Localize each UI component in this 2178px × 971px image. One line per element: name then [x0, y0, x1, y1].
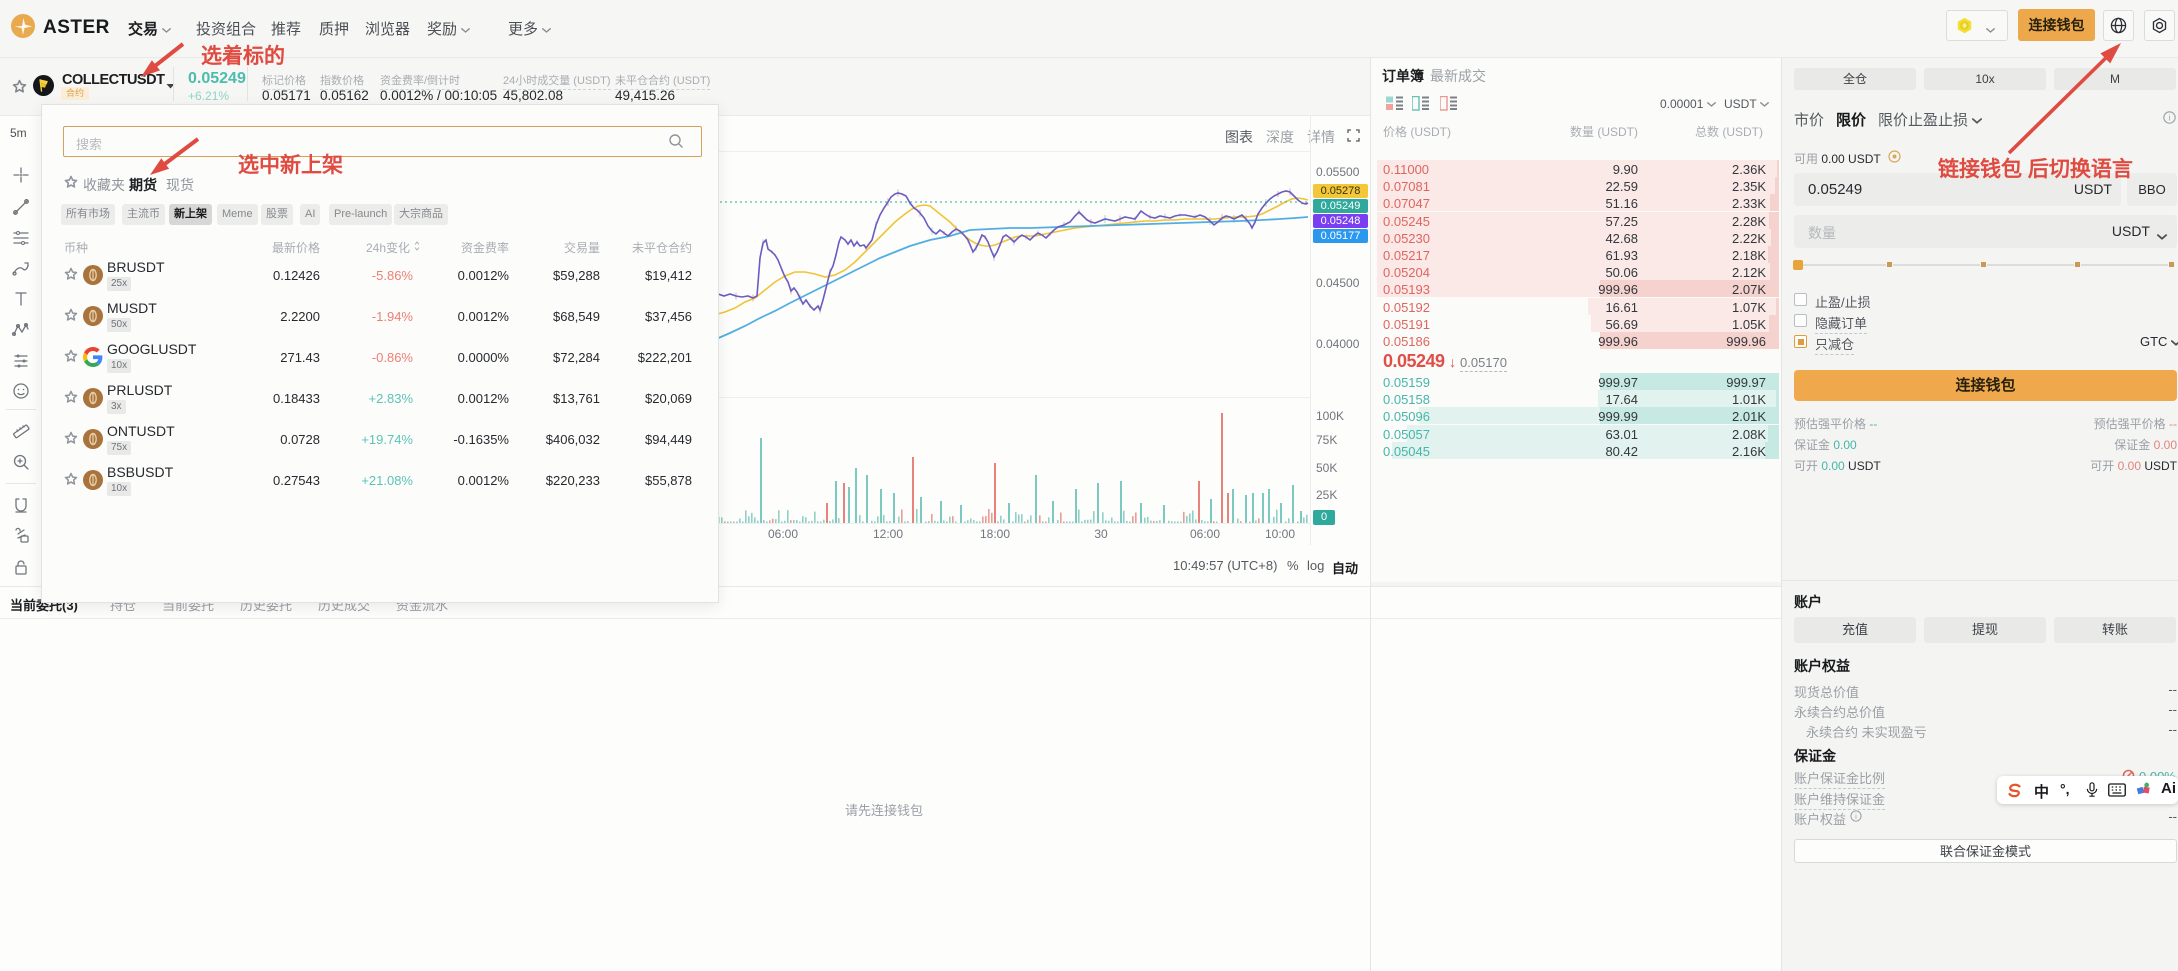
svg-text:i: i — [1855, 812, 1857, 821]
svg-text:i: i — [2169, 114, 2171, 123]
